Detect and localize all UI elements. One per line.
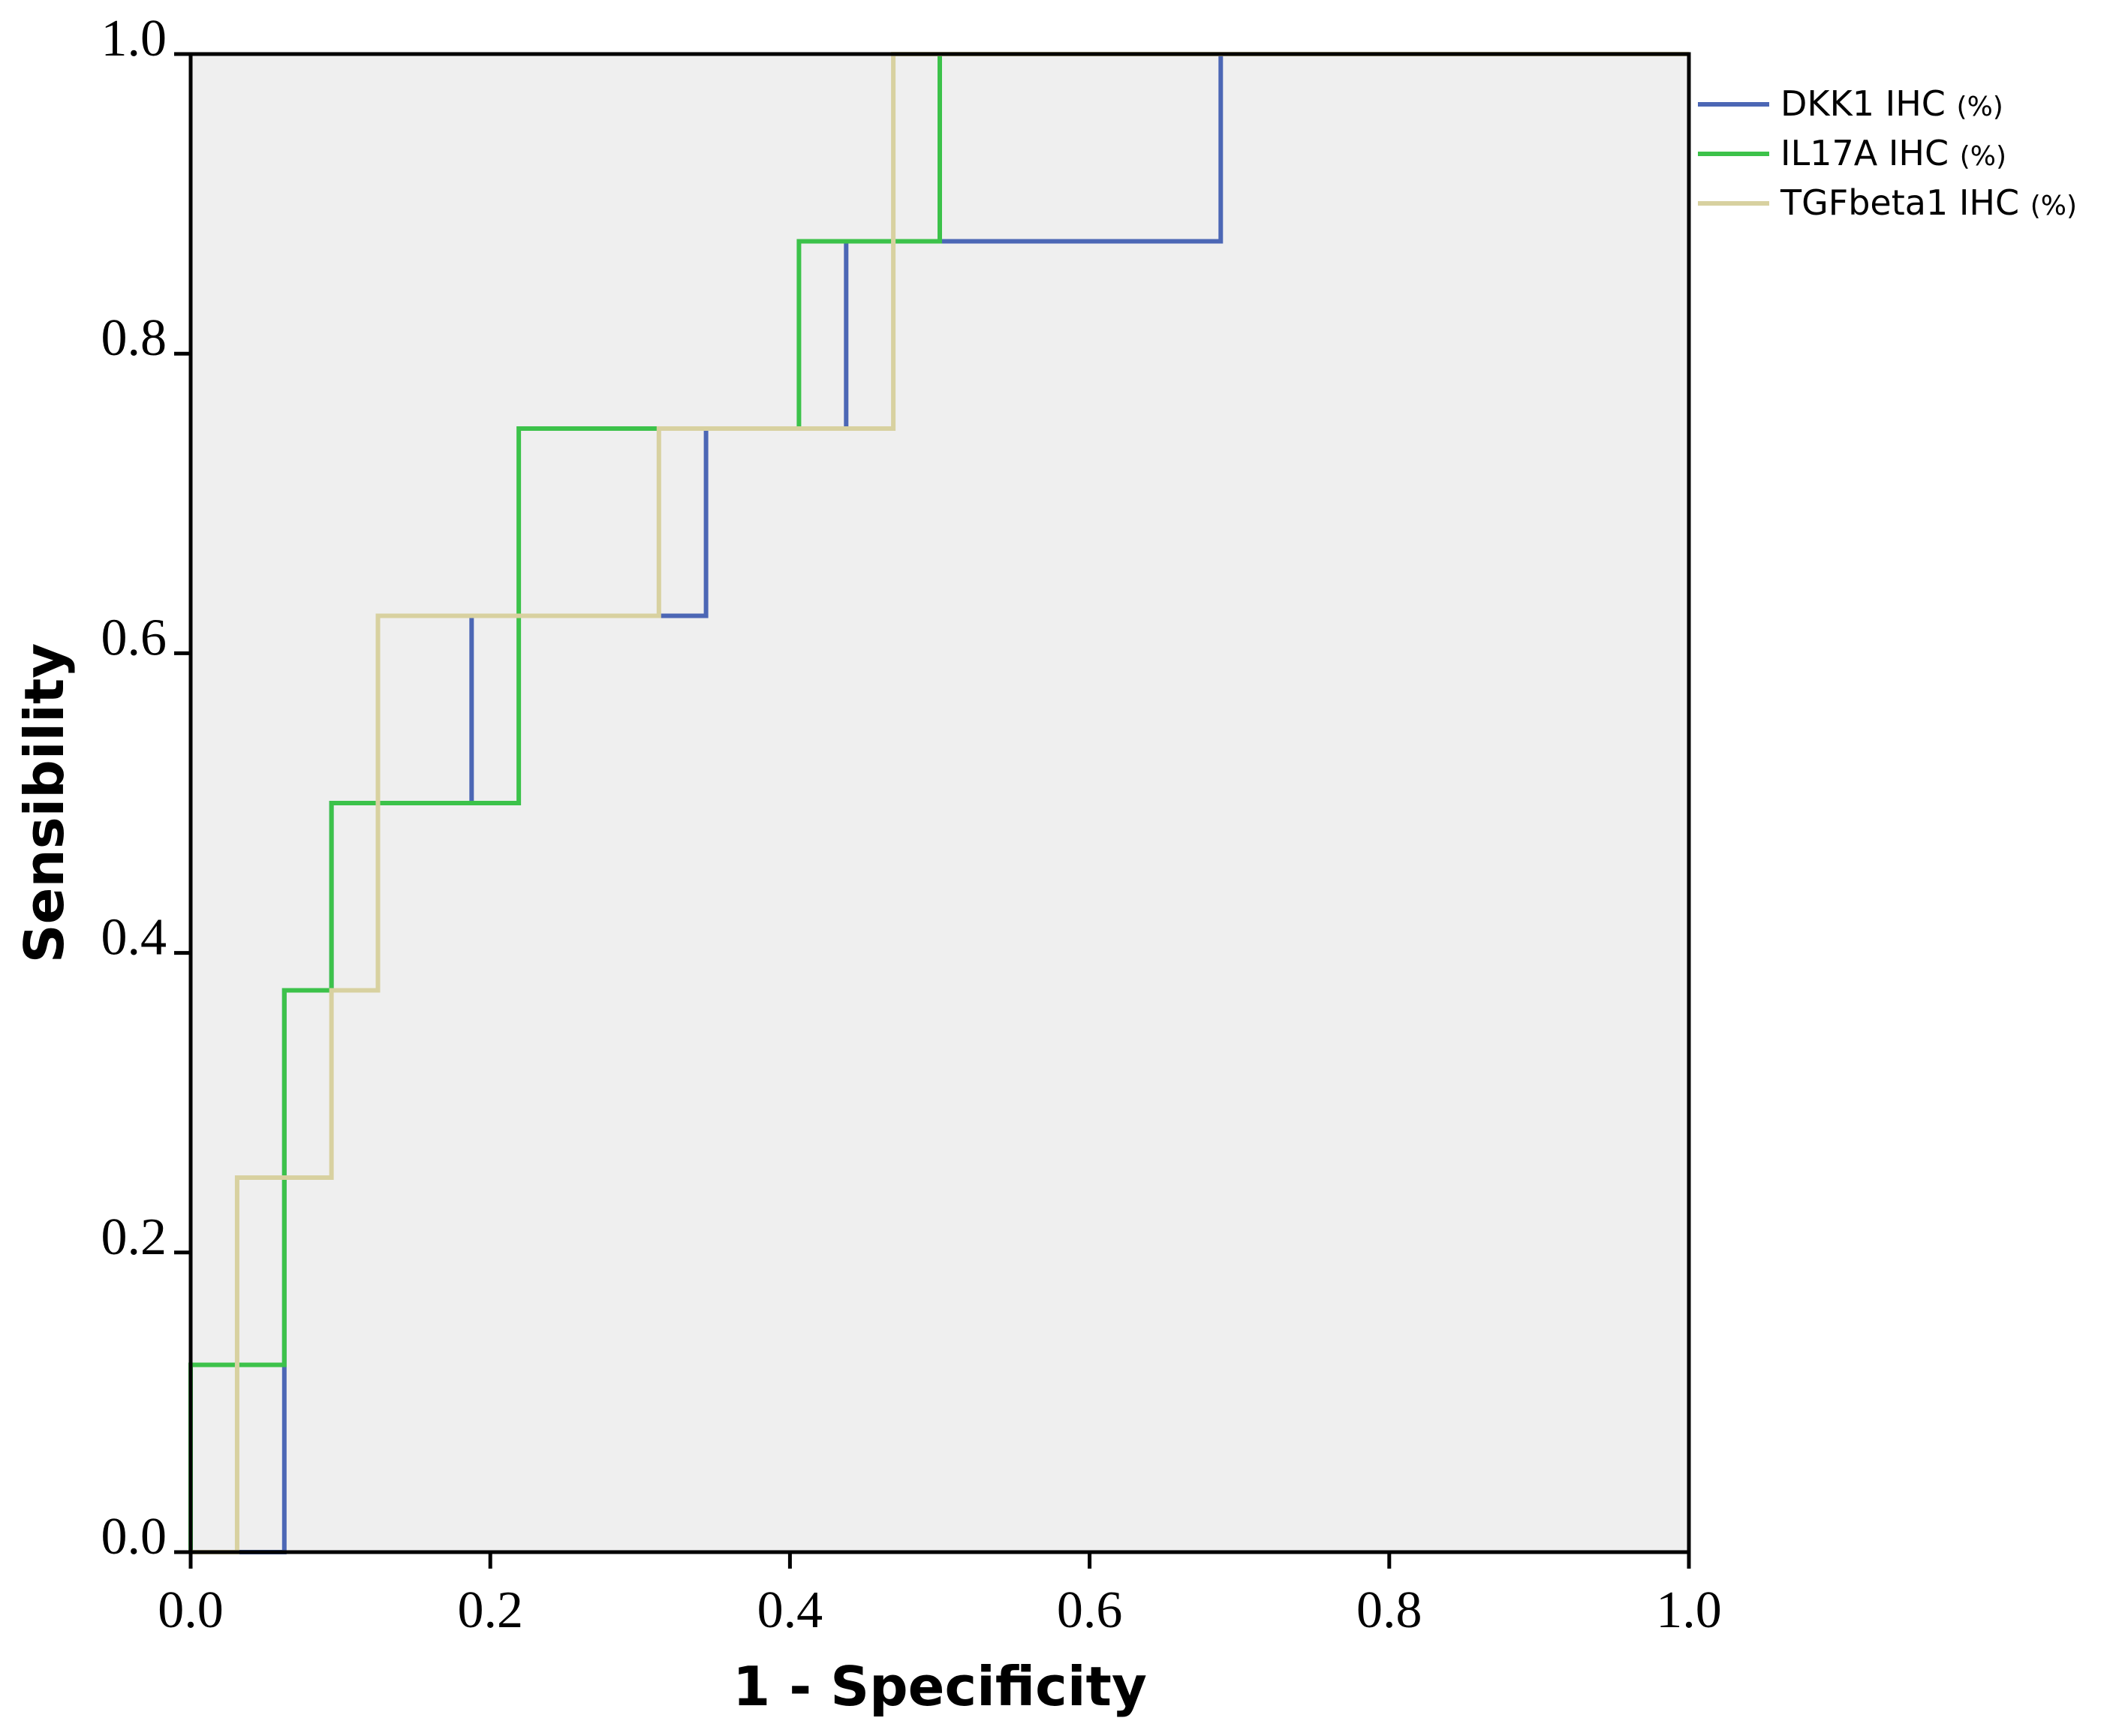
y-tick-label: 1.0 bbox=[101, 10, 167, 68]
y-tick-label: 0.0 bbox=[101, 1508, 167, 1566]
legend-label: IL17A IHC (%) bbox=[1780, 133, 2006, 173]
x-tick-label: 0.2 bbox=[457, 1581, 523, 1639]
series-line-tgfbeta1-ihc bbox=[191, 52, 1689, 1554]
plot-frame bbox=[188, 52, 1691, 1554]
legend-series-unit: (%) bbox=[1957, 92, 2003, 122]
series-lines bbox=[188, 52, 1689, 1554]
legend: DKK1 IHC (%)IL17A IHC (%)TGFbeta1 IHC (%… bbox=[1698, 83, 2077, 223]
y-tick-label: 0.8 bbox=[101, 309, 167, 367]
y-axis-title: Sensibility bbox=[13, 643, 76, 963]
legend-series-unit: (%) bbox=[2030, 191, 2077, 221]
x-axis-title: 1 - Specificity bbox=[733, 1655, 1147, 1718]
legend-series-unit: (%) bbox=[1960, 141, 2006, 172]
y-tick-label: 0.4 bbox=[101, 909, 167, 967]
legend-label: DKK1 IHC (%) bbox=[1780, 83, 2003, 124]
series-line-il17a-ihc bbox=[188, 52, 1689, 1552]
legend-series-name: TGFbeta1 IHC bbox=[1780, 182, 2030, 223]
y-axis-ticks: 0.0 0.2 0.4 0.6 0.8 1.0 bbox=[101, 10, 191, 1566]
x-tick-label: 0.4 bbox=[757, 1581, 823, 1639]
x-tick-label: 0.8 bbox=[1356, 1581, 1422, 1639]
legend-series-name: DKK1 IHC bbox=[1780, 83, 1957, 124]
legend-series-name: IL17A IHC bbox=[1780, 133, 1960, 173]
x-tick-label: 1.0 bbox=[1656, 1581, 1722, 1639]
x-tick-label: 0.0 bbox=[158, 1581, 224, 1639]
legend-label: TGFbeta1 IHC (%) bbox=[1780, 182, 2077, 223]
x-axis-ticks: 0.0 0.2 0.4 0.6 0.8 1.0 bbox=[158, 1552, 1722, 1639]
x-tick-label: 0.6 bbox=[1057, 1581, 1123, 1639]
y-tick-label: 0.6 bbox=[101, 609, 167, 666]
y-tick-label: 0.2 bbox=[101, 1208, 167, 1266]
